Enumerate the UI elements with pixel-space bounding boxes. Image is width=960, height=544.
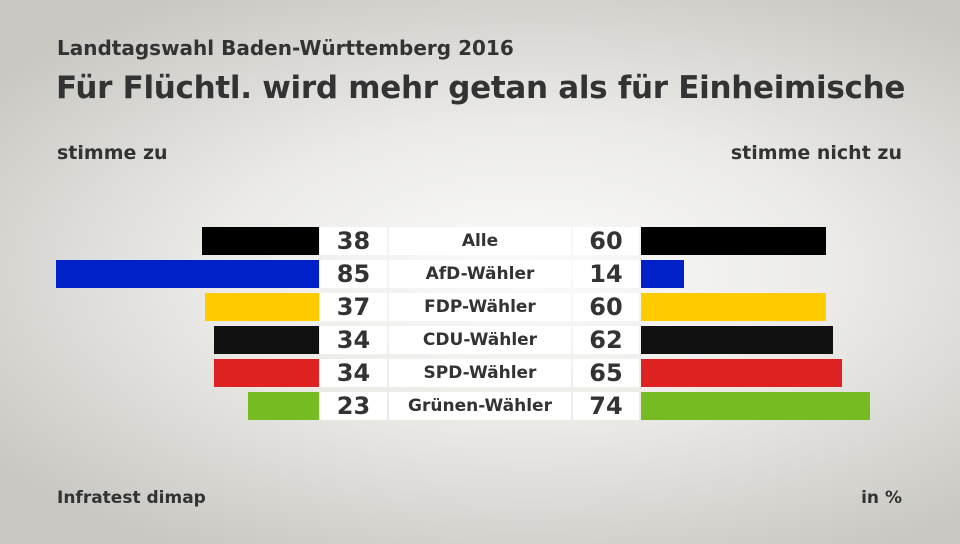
category-label: CDU-Wähler — [389, 326, 571, 354]
value-right: 60 — [573, 293, 639, 321]
value-left: 34 — [320, 359, 387, 387]
value-left: 37 — [320, 293, 387, 321]
value-left: 23 — [320, 392, 387, 420]
value-left: 38 — [320, 227, 387, 255]
bar-left — [213, 359, 319, 387]
chart-title: Für Flüchtl. wird mehr getan als für Ein… — [56, 70, 906, 106]
bar-right — [641, 326, 833, 354]
category-label: SPD-Wähler — [389, 359, 571, 387]
bar-left — [204, 293, 319, 321]
right-header: stimme nicht zu — [730, 142, 902, 164]
value-right: 60 — [573, 227, 639, 255]
value-left: 85 — [320, 260, 387, 288]
value-right: 65 — [573, 359, 639, 387]
category-label: Grünen-Wähler — [389, 392, 571, 420]
bar-right — [641, 392, 870, 420]
bar-left — [201, 227, 319, 255]
value-right: 62 — [573, 326, 639, 354]
left-header: stimme zu — [57, 142, 168, 164]
unit-label: in % — [861, 488, 902, 508]
category-label: FDP-Wähler — [389, 293, 571, 321]
value-right: 14 — [573, 260, 639, 288]
source-label: Infratest dimap — [57, 488, 206, 508]
chart-subtitle: Landtagswahl Baden-Württemberg 2016 — [57, 36, 514, 60]
bar-left — [247, 392, 319, 420]
category-label: Alle — [389, 227, 571, 255]
bar-left — [56, 260, 319, 288]
category-label: AfD-Wähler — [389, 260, 571, 288]
bar-right — [641, 260, 685, 288]
bar-right — [641, 293, 827, 321]
value-right: 74 — [573, 392, 639, 420]
bar-right — [641, 359, 842, 387]
value-left: 34 — [320, 326, 387, 354]
bar-right — [641, 227, 827, 255]
bar-left — [213, 326, 319, 354]
